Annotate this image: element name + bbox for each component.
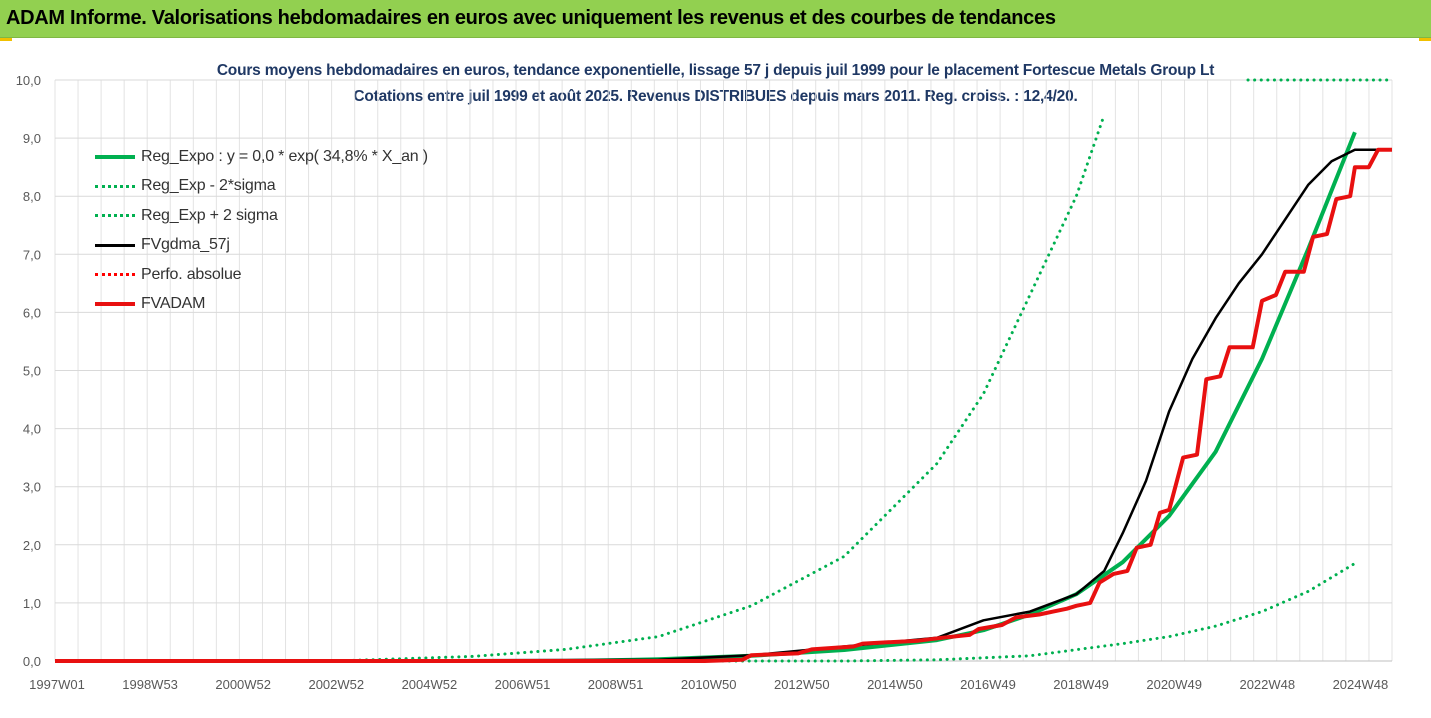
legend-label: FVADAM xyxy=(141,295,206,313)
legend-item: FVADAM xyxy=(95,290,428,320)
y-tick-label: 10,0 xyxy=(16,73,41,88)
legend-swatch xyxy=(95,243,135,247)
x-tick-label: 2020W49 xyxy=(1146,677,1202,692)
y-tick-label: 9,0 xyxy=(23,131,41,146)
x-tick-label: 2018W49 xyxy=(1053,677,1109,692)
corner-mark-right xyxy=(1419,38,1431,41)
legend-label: Reg_Exp + 2 sigma xyxy=(141,206,278,224)
report-title: ADAM Informe. Valorisations hebdomadaire… xyxy=(6,7,1056,29)
x-tick-label: 2008W51 xyxy=(588,677,644,692)
chart-area: Cours moyens hebdomadaires en euros, ten… xyxy=(0,38,1431,718)
series-line-6 xyxy=(55,147,1392,663)
legend-swatch xyxy=(95,214,135,218)
y-tick-label: 4,0 xyxy=(23,422,41,437)
legend-swatch xyxy=(95,154,135,159)
report-banner: ADAM Informe. Valorisations hebdomadaire… xyxy=(0,0,1431,38)
y-tick-label: 3,0 xyxy=(23,480,41,495)
legend-label: Reg_Exp - 2*sigma xyxy=(141,177,276,195)
y-tick-label: 8,0 xyxy=(23,189,41,204)
legend-swatch xyxy=(95,184,135,188)
legend-item: Reg_Exp + 2 sigma xyxy=(95,201,428,231)
x-tick-label: 2024W48 xyxy=(1333,677,1389,692)
legend-swatch xyxy=(95,302,135,307)
x-tick-label: 2012W50 xyxy=(774,677,830,692)
x-tick-label: 2014W50 xyxy=(867,677,923,692)
y-tick-label: 0,0 xyxy=(23,654,41,669)
legend-label: Reg_Expo : y = 0,0 * exp( 34,8% * X_an ) xyxy=(141,147,428,165)
x-tick-label: 2004W52 xyxy=(402,677,458,692)
x-tick-label: 2002W52 xyxy=(308,677,364,692)
line-chart: 0,0 1,0 2,0 3,0 4,0 5,0 6,0 7,0 8,0 9,0 10,0 1997W0… xyxy=(16,73,1393,692)
chart-legend: Reg_Expo : y = 0,0 * exp( 34,8% * X_an )… xyxy=(95,142,428,319)
y-tick-label: 5,0 xyxy=(23,364,41,379)
legend-swatch xyxy=(95,273,135,277)
x-tick-label: 2022W48 xyxy=(1239,677,1295,692)
y-tick-label: 6,0 xyxy=(23,305,41,320)
chart-title-line1: Cours moyens hebdomadaires en euros, ten… xyxy=(216,62,1215,79)
y-tick-label: 1,0 xyxy=(23,596,41,611)
legend-label: Perfo. absolue xyxy=(141,265,242,283)
x-tick-label: 1998W53 xyxy=(122,677,178,692)
x-tick-label: 2016W49 xyxy=(960,677,1016,692)
x-tick-label: 1997W01 xyxy=(29,677,85,692)
legend-item: FVgdma_57j xyxy=(95,231,428,261)
x-tick-label: 2010W50 xyxy=(681,677,737,692)
corner-mark-left xyxy=(0,38,12,41)
legend-item: Reg_Expo : y = 0,0 * exp( 34,8% * X_an ) xyxy=(95,142,428,172)
legend-label: FVgdma_57j xyxy=(141,236,230,254)
series-line-3 xyxy=(332,113,1106,663)
y-tick-label: 2,0 xyxy=(23,538,41,553)
y-tick-label: 7,0 xyxy=(23,247,41,262)
chart-title-line2: Cotations entre juil 1999 et août 2025. … xyxy=(353,88,1078,105)
legend-item: Perfo. absolue xyxy=(95,260,428,290)
x-tick-label: 2000W52 xyxy=(215,677,271,692)
legend-item: Reg_Exp - 2*sigma xyxy=(95,172,428,202)
x-tick-label: 2006W51 xyxy=(495,677,551,692)
